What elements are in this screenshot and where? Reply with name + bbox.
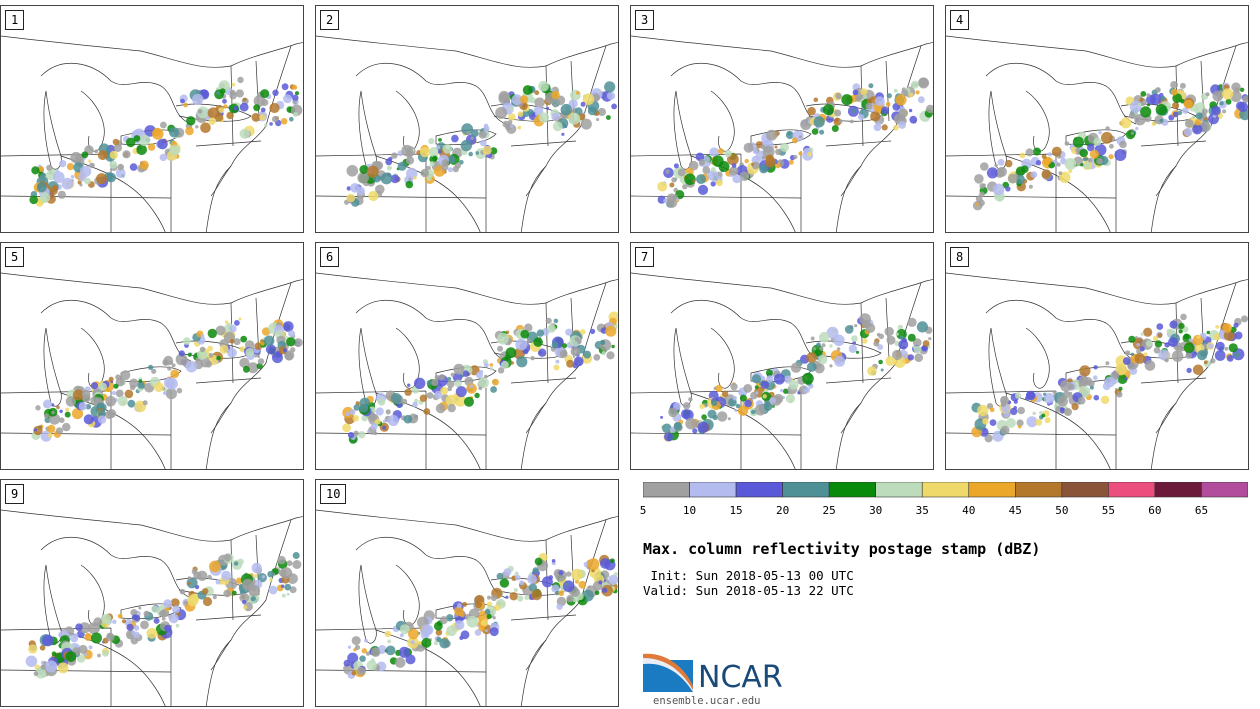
reflectivity-field: [971, 313, 1248, 443]
postage-stamp-panel: 9: [0, 479, 304, 707]
colorbar-segment: [1061, 482, 1109, 498]
colorbar-segment: [1154, 482, 1202, 498]
map-basemap: [631, 35, 933, 232]
postage-stamp-panel: 8: [945, 242, 1249, 470]
colorbar-segment: [921, 482, 970, 498]
reflectivity-field: [29, 76, 303, 207]
colorbar-tick-label: 20: [775, 504, 790, 517]
member-number-label: 5: [5, 247, 25, 267]
member-number-label: 1: [5, 10, 25, 30]
ncar-logo-icon: [643, 653, 693, 692]
colorbar-segment: [735, 482, 783, 498]
member-number-label: 2: [320, 10, 340, 30]
colorbar-tick-label: 35: [915, 504, 929, 517]
colorbar-segment: [875, 482, 923, 498]
colorbar-segment: [1015, 482, 1063, 498]
colorbar-tick-label: 10: [682, 504, 697, 517]
map-basemap: [316, 35, 618, 232]
init-time: Init: Sun 2018-05-13 00 UTC: [643, 568, 854, 583]
map-basemap: [316, 272, 618, 469]
map-basemap: [316, 509, 618, 706]
postage-stamp-panel: 7: [630, 242, 934, 470]
colorbar-segment: [828, 482, 876, 498]
map-basemap: [1, 272, 303, 469]
colorbar-segment: [1108, 482, 1156, 498]
colorbar-tick-label: 55: [1101, 504, 1115, 517]
reflectivity-field: [657, 77, 933, 208]
colorbar-tick-label: 65: [1194, 504, 1209, 517]
postage-stamp-panel: 6: [315, 242, 619, 470]
colorbar-tick-label: 50: [1055, 504, 1069, 517]
colorbar-tick-label: 15: [729, 504, 743, 517]
colorbar-segment: [643, 482, 690, 498]
colorbar-tick-label: 30: [869, 504, 883, 517]
member-number-label: 9: [5, 484, 25, 504]
postage-stamp-panel: 3: [630, 5, 934, 233]
member-number-label: 8: [950, 247, 970, 267]
reflectivity-field: [344, 80, 617, 207]
colorbar-tick-label: 25: [822, 504, 836, 517]
postage-stamp-panel: 4: [945, 5, 1249, 233]
reflectivity-field: [25, 552, 302, 679]
postage-stamp-panel: 2: [315, 5, 619, 233]
member-number-label: 7: [635, 247, 655, 267]
reflectivity-field: [342, 311, 618, 444]
ensemble-url: ensemble.ucar.edu: [653, 695, 761, 707]
map-basemap: [946, 272, 1248, 469]
member-number-label: 10: [320, 484, 347, 504]
reflectivity-field: [660, 313, 933, 442]
reflectivity-colorbar: [643, 482, 1248, 498]
reflectivity-field: [972, 81, 1248, 211]
postage-stamp-panel: 5: [0, 242, 304, 470]
map-basemap: [946, 35, 1248, 232]
member-number-label: 4: [950, 10, 970, 30]
member-number-label: 3: [635, 10, 655, 30]
colorbar-segment: [782, 482, 830, 498]
reflectivity-field: [31, 317, 303, 442]
map-basemap: [1, 35, 303, 232]
colorbar-tick-label: 45: [1008, 504, 1022, 517]
postage-stamp-panel: 1: [0, 5, 304, 233]
map-basemap: [1, 509, 303, 706]
colorbar-segment: [689, 482, 737, 498]
map-basemap: [631, 272, 933, 469]
ncar-logo-text: NCAR: [698, 660, 783, 695]
colorbar-segment: [968, 482, 1016, 498]
colorbar-tick-label: 5: [639, 504, 647, 517]
colorbar-tick-label: 40: [962, 504, 976, 517]
colorbar-segment: [1201, 482, 1248, 498]
postage-stamp-panel: 10: [315, 479, 619, 707]
figure-title: Max. column reflectivity postage stamp (…: [643, 540, 1041, 558]
valid-time: Valid: Sun 2018-05-13 22 UTC: [643, 583, 854, 598]
member-number-label: 6: [320, 247, 340, 267]
colorbar-tick-label: 60: [1148, 504, 1162, 517]
reflectivity-field: [343, 552, 618, 679]
